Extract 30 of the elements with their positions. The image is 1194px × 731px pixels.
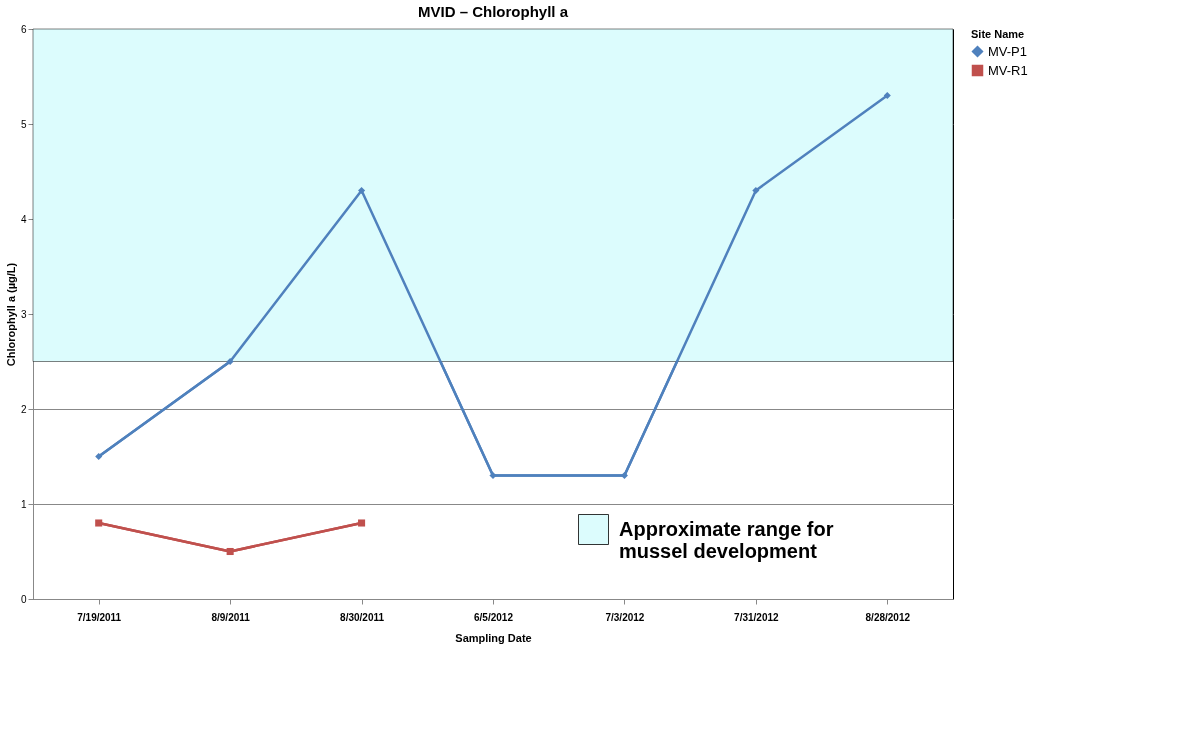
point [95,519,103,527]
legend-label: MV-R1 [988,62,1028,78]
point [358,519,366,527]
x-tick-label: 8/9/2011 [211,611,251,623]
point [95,452,103,461]
y-tick-label: 0 [20,593,27,605]
x-tick-label: 7/19/2011 [77,611,122,623]
y-tick-label: 4 [20,213,27,225]
legend-label: Approximate range for mussel development [619,517,834,562]
legend-label: MV-P1 [988,43,1028,59]
point [226,547,234,556]
point [358,186,366,195]
y-axis-title: Chlorophyll a (µg/L) [4,262,17,367]
y-tick-label: 6 [20,23,27,35]
x-tick-label: 6/5/2012 [474,611,514,623]
y-tick-label: 5 [20,118,27,130]
x-axis-title: Sampling Date [455,631,532,644]
y-tick-label: 1 [20,498,27,510]
y-tick-label: 2 [20,403,27,415]
x-tick-label: 7/3/2012 [605,611,645,623]
point [226,357,234,366]
x-tick-label: 8/30/2011 [340,611,385,623]
y-tick-label: 3 [20,308,27,320]
x-tick-label: 8/28/2012 [865,611,911,623]
x-tick-label: 7/31/2012 [734,611,780,623]
point [883,91,891,100]
point [489,471,497,480]
chart-title: MVID – Chlorophyll a [417,3,569,20]
legend-title: Site Name [971,28,1025,40]
point [752,186,760,195]
